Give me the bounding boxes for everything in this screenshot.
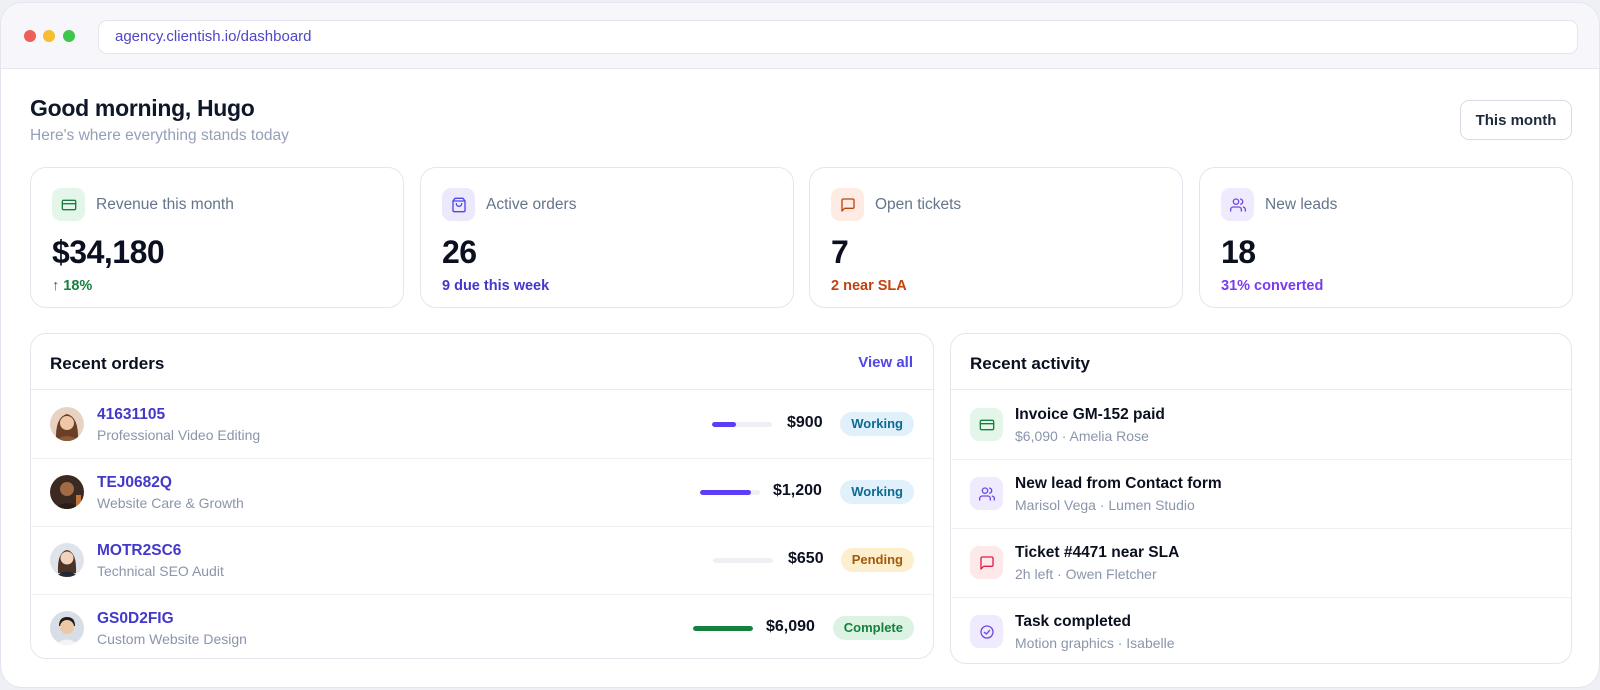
divider — [31, 389, 933, 390]
avatar — [50, 611, 84, 645]
stat-label: Active orders — [486, 196, 577, 213]
stat-note: 2 near SLA — [831, 278, 907, 294]
activity-item[interactable]: Invoice GM-152 paid $6,090 · Amelia Rose — [951, 390, 1571, 459]
check-circle-icon — [970, 615, 1003, 648]
activity-meta: Motion graphics · Isabelle — [1015, 635, 1175, 651]
order-service: Professional Video Editing — [97, 427, 261, 443]
order-id-link[interactable]: 41631105 — [97, 406, 166, 423]
activity-item[interactable]: Task completed Motion graphics · Isabell… — [951, 597, 1571, 663]
page-title: Good morning, Hugo — [30, 95, 255, 121]
divider — [31, 526, 933, 527]
view-all-link[interactable]: View all — [858, 354, 913, 371]
stat-card-new-leads[interactable]: New leads 18 31% converted — [1199, 167, 1573, 308]
stat-note: 31% converted — [1221, 278, 1324, 294]
stat-trend: ↑ 18% — [52, 278, 93, 294]
progress-fill — [693, 626, 753, 631]
address-bar[interactable]: agency.clientish.io/dashboard — [98, 20, 1578, 54]
panel-title: Recent orders — [50, 354, 165, 373]
order-progress-bar — [700, 490, 760, 495]
recent-orders-panel: Recent orders View all 41631105 Professi… — [30, 333, 934, 659]
stat-value: 7 — [831, 234, 849, 270]
maximize-window-button[interactable] — [63, 30, 75, 42]
activity-item[interactable]: Ticket #4471 near SLA 2h left · Owen Fle… — [951, 528, 1571, 597]
stat-value: 26 — [442, 234, 477, 270]
divider — [951, 459, 1571, 460]
divider — [951, 597, 1571, 598]
users-icon — [1221, 188, 1254, 221]
avatar — [50, 407, 84, 441]
panel-title: Recent activity — [970, 354, 1090, 373]
status-badge: Working — [840, 480, 914, 504]
stat-label: New leads — [1265, 196, 1338, 213]
order-service: Custom Website Design — [97, 631, 247, 647]
stat-card-open-tickets[interactable]: Open tickets 7 2 near SLA — [809, 167, 1183, 308]
order-amount: $900 — [787, 414, 823, 431]
close-window-button[interactable] — [24, 30, 36, 42]
activity-meta: 2h left · Owen Fletcher — [1015, 566, 1157, 582]
browser-toolbar: agency.clientish.io/dashboard — [1, 3, 1599, 69]
order-service: Technical SEO Audit — [97, 563, 224, 579]
order-amount: $6,090 — [766, 618, 815, 635]
order-progress-bar — [713, 558, 773, 563]
page-subtitle: Here's where everything stands today — [30, 127, 289, 144]
period-selector-button[interactable]: This month — [1460, 100, 1572, 140]
order-id-link[interactable]: GS0D2FIG — [97, 610, 174, 627]
stat-value: 18 — [1221, 234, 1256, 270]
activity-title: Invoice GM-152 paid — [1015, 406, 1165, 423]
order-id-link[interactable]: MOTR2SC6 — [97, 542, 182, 559]
message-square-icon — [970, 546, 1003, 579]
stat-value: $34,180 — [52, 234, 165, 270]
activity-title: New lead from Contact form — [1015, 475, 1222, 492]
table-row[interactable]: MOTR2SC6 Technical SEO Audit $650 Pendin… — [31, 526, 933, 594]
progress-fill — [712, 422, 736, 427]
minimize-window-button[interactable] — [43, 30, 55, 42]
divider — [31, 594, 933, 595]
status-badge: Working — [840, 412, 914, 436]
activity-meta: $6,090 · Amelia Rose — [1015, 428, 1149, 444]
order-amount: $1,200 — [773, 482, 822, 499]
order-progress-bar — [712, 422, 772, 427]
stat-note: 9 due this week — [442, 278, 550, 294]
users-icon — [970, 477, 1003, 510]
activity-title: Task completed — [1015, 613, 1132, 630]
table-row[interactable]: TEJ0682Q Website Care & Growth $1,200 Wo… — [31, 458, 933, 526]
table-row[interactable]: 41631105 Professional Video Editing $900… — [31, 390, 933, 458]
credit-card-icon — [970, 408, 1003, 441]
activity-meta: Marisol Vega · Lumen Studio — [1015, 497, 1195, 513]
progress-fill — [700, 490, 751, 495]
divider — [951, 389, 1571, 390]
order-service: Website Care & Growth — [97, 495, 244, 511]
order-id-link[interactable]: TEJ0682Q — [97, 474, 172, 491]
order-amount: $650 — [788, 550, 824, 567]
stat-card-active-orders[interactable]: Active orders 26 9 due this week — [420, 167, 794, 308]
status-badge: Pending — [840, 548, 914, 572]
shopping-bag-icon — [442, 188, 475, 221]
table-row[interactable]: GS0D2FIG Custom Website Design $6,090 Co… — [31, 594, 933, 658]
avatar — [50, 475, 84, 509]
order-progress-bar — [693, 626, 753, 631]
divider — [31, 458, 933, 459]
stat-label: Open tickets — [875, 196, 962, 213]
credit-card-icon — [52, 188, 85, 221]
divider — [951, 528, 1571, 529]
activity-title: Ticket #4471 near SLA — [1015, 544, 1180, 561]
recent-activity-panel: Recent activity Invoice GM-152 paid $6,0… — [950, 333, 1572, 664]
activity-item[interactable]: New lead from Contact form Marisol Vega … — [951, 459, 1571, 528]
status-badge: Complete — [832, 616, 914, 640]
stat-card-revenue[interactable]: Revenue this month $34,180 ↑ 18% — [30, 167, 404, 308]
message-square-icon — [831, 188, 864, 221]
stat-label: Revenue this month — [96, 196, 234, 213]
avatar — [50, 543, 84, 577]
